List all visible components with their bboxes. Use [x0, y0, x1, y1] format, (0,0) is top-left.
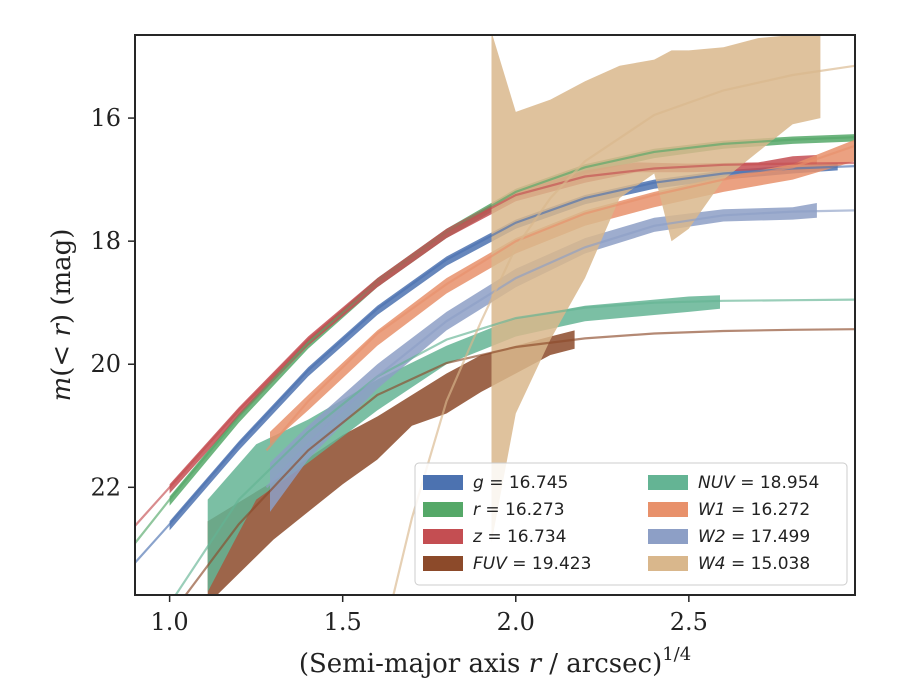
legend-label-z: z = 16.734 — [472, 527, 566, 547]
legend-value-g: = 16.745 — [484, 473, 569, 493]
legend-var-z: z — [472, 527, 483, 547]
x-axis-label: (Semi-major axis r / arcsec)1/4 — [299, 644, 691, 679]
legend-swatch-g — [423, 475, 463, 490]
x-tick-label: 1.5 — [324, 608, 362, 636]
legend-label-r: r = 16.273 — [473, 500, 565, 520]
legend-box — [414, 462, 848, 586]
x-axis-label-tail: / arcsec) — [541, 649, 662, 679]
y-axis-label-var: < r — [47, 323, 77, 367]
model-line-w2 — [265, 209, 855, 489]
x-axis-label-var: r — [529, 649, 543, 679]
legend-var-w1: W1 — [698, 500, 726, 520]
legend-var-g: g — [473, 473, 484, 493]
legend-var-nuv: NUV — [698, 473, 736, 493]
x-axis-label-exponent: 1/4 — [662, 644, 691, 665]
line-layer — [135, 64, 855, 595]
y-axis-label-open: ( — [47, 367, 77, 377]
band-w1 — [270, 139, 855, 445]
y-axis-label: m(< r) (mag) — [47, 229, 77, 402]
legend-label-g: g = 16.745 — [473, 473, 568, 493]
legend-value-w4: = 15.038 — [726, 554, 811, 574]
legend-value-r: = 16.273 — [480, 500, 565, 520]
model-line-z — [135, 161, 855, 528]
y-tick-label: 22 — [90, 473, 121, 501]
legend-label-w4: W4 = 15.038 — [698, 554, 810, 574]
y-axis-ticks: 16 18 20 22 — [90, 104, 135, 501]
legend-value-w1: = 16.272 — [726, 500, 811, 520]
legend-label-fuv: FUV = 19.423 — [473, 554, 591, 574]
model-line-r — [135, 136, 855, 545]
y-axis-label-tail: ) (mag) — [47, 229, 77, 325]
legend-label-nuv: NUV = 18.954 — [698, 473, 819, 493]
y-tick-label: 18 — [90, 227, 121, 255]
legend-swatch-fuv — [423, 556, 463, 571]
plot-frame — [134, 34, 856, 596]
y-axis-label-m: m — [47, 377, 77, 402]
legend-swatch-w2 — [648, 529, 688, 544]
legend-swatch-w4 — [648, 556, 688, 571]
legend-swatch-r — [423, 502, 463, 517]
model-line-w1 — [265, 144, 855, 452]
legend-var-r: r — [473, 500, 481, 520]
legend-swatch-w1 — [648, 502, 688, 517]
legend-value-fuv: = 19.423 — [507, 554, 592, 574]
legend-var-fuv: FUV — [473, 554, 508, 574]
legend-label-w1: W1 = 16.272 — [698, 500, 810, 520]
legend-var-w2: W2 — [698, 527, 726, 547]
x-tick-label: 2.0 — [497, 608, 535, 636]
model-line-w4 — [392, 64, 855, 595]
legend-value-nuv: = 18.954 — [735, 473, 820, 493]
model-line-g — [135, 165, 855, 565]
y-tick-label: 16 — [90, 104, 121, 132]
x-axis-label-main: (Semi-major axis — [299, 649, 529, 679]
model-line-nuv — [174, 298, 855, 595]
model-line-fuv — [184, 328, 855, 595]
band-w4 — [491, 35, 821, 543]
legend-value-z: = 16.734 — [482, 527, 567, 547]
y-tick-label: 20 — [90, 350, 121, 378]
legend-label-w2: W2 = 17.499 — [698, 527, 810, 547]
legend-value-w2: = 17.499 — [726, 527, 811, 547]
legend-swatch-nuv — [648, 475, 688, 490]
x-tick-label: 1.0 — [151, 608, 189, 636]
legend-var-w4: W4 — [698, 554, 726, 574]
x-axis-ticks: 1.0 1.5 2.0 2.5 — [151, 595, 708, 636]
x-tick-label: 2.5 — [670, 608, 708, 636]
legend-swatch-z — [423, 529, 463, 544]
